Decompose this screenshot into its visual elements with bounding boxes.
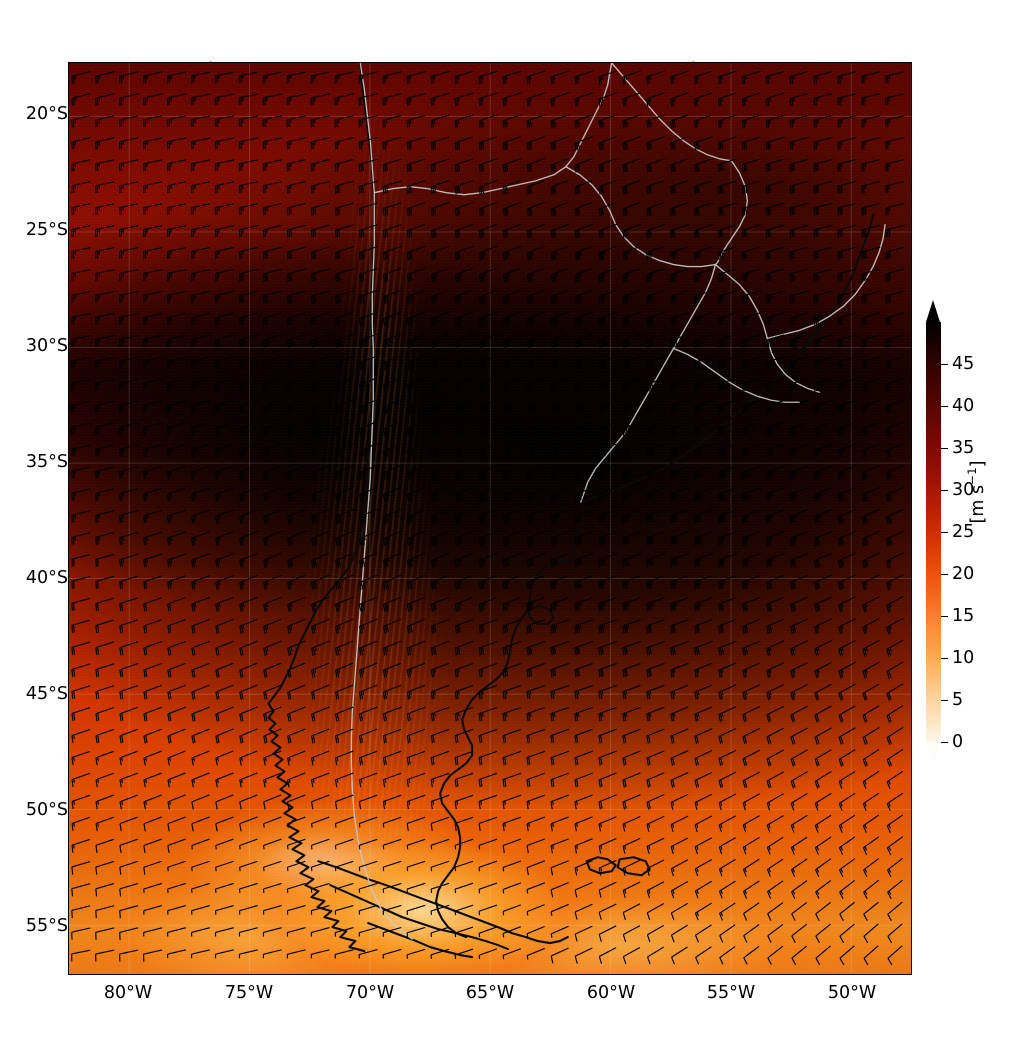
colorbar-tick-45 — [941, 364, 948, 365]
colorbar-ticklabel-30: 30 — [952, 480, 975, 500]
coastline-falkland-west — [585, 856, 617, 875]
border-brazil-interior — [766, 223, 886, 340]
colorbar-ticklabel-15: 15 — [952, 606, 975, 626]
border-argentina-paraguay — [565, 166, 717, 268]
colorbar-extend-min-arrow — [926, 742, 941, 763]
ytick-55S: 55°S — [25, 916, 68, 936]
colorbar-ticklabel-20: 20 — [952, 564, 975, 584]
ytick-20S: 20°S — [25, 104, 68, 124]
colorbar-ticklabel-25: 25 — [952, 522, 975, 542]
xtick-55W: 55°W — [706, 983, 756, 1003]
colorbar-tick-20 — [941, 574, 948, 575]
map-axes[interactable] — [68, 62, 912, 975]
colorbar-ticklabel-0: 0 — [952, 732, 964, 752]
colorbar-gradient — [926, 322, 941, 742]
colorbar-tick-15 — [941, 616, 948, 617]
xtick-50W: 50°W — [827, 983, 877, 1003]
coastline-beagle-channel — [329, 884, 510, 951]
coastline-tierra-del-fuego — [317, 860, 569, 945]
coastline-patagonia-fjords — [267, 702, 366, 953]
colorbar-tick-30 — [941, 490, 948, 491]
coastline-argentina-atlantic — [435, 500, 585, 939]
ytick-50S: 50°S — [25, 800, 68, 820]
border-paraguay-bolivia — [611, 63, 733, 162]
colorbar-tick-0 — [941, 742, 948, 743]
colorbar-ticklabel-40: 40 — [952, 396, 975, 416]
ytick-45S: 45°S — [25, 684, 68, 704]
colorbar-ticklabel-5: 5 — [952, 690, 964, 710]
colorbar-ticklabel-35: 35 — [952, 438, 975, 458]
ytick-40S: 40°S — [25, 568, 68, 588]
colorbar-tick-25 — [941, 532, 948, 533]
wind-barb-overlay — [71, 70, 905, 966]
xtick-60W: 60°W — [586, 983, 636, 1003]
colorbar-tick-10 — [941, 658, 948, 659]
xtick-70W: 70°W — [345, 983, 395, 1003]
ytick-25S: 25°S — [25, 220, 68, 240]
border-chile-argentina — [350, 63, 413, 940]
colorbar-axis-label: [m s−1] — [965, 460, 988, 524]
colorbar-ticklabel-45: 45 — [952, 354, 975, 374]
xtick-65W: 65°W — [465, 983, 515, 1003]
coastline-falkland-east — [616, 856, 651, 877]
colorbar-label-text: [m s — [968, 484, 988, 524]
colorbar-extend-max-arrow — [926, 300, 940, 322]
colorbar-tick-5 — [941, 700, 948, 701]
colorbar-ticklabel-10: 10 — [952, 648, 975, 668]
ytick-30S: 30°S — [25, 336, 68, 356]
colorbar-label-close: ] — [968, 460, 988, 468]
colorbar-tick-40 — [941, 406, 948, 407]
border-argentina-uruguay — [580, 263, 717, 503]
colorbar-label-exponent: −1 — [965, 467, 980, 485]
coastline-peninsula-valdes — [526, 604, 555, 625]
colorbar-tick-35 — [941, 448, 948, 449]
ytick-35S: 35°S — [25, 452, 68, 472]
xtick-75W: 75°W — [224, 983, 274, 1003]
border-uruguay-brazil — [672, 347, 800, 403]
border-argentina-bolivia — [373, 63, 613, 196]
xtick-80W: 80°W — [103, 983, 153, 1003]
colorbar[interactable]: 0 5 10 15 20 25 30 35 40 45 — [926, 300, 974, 763]
